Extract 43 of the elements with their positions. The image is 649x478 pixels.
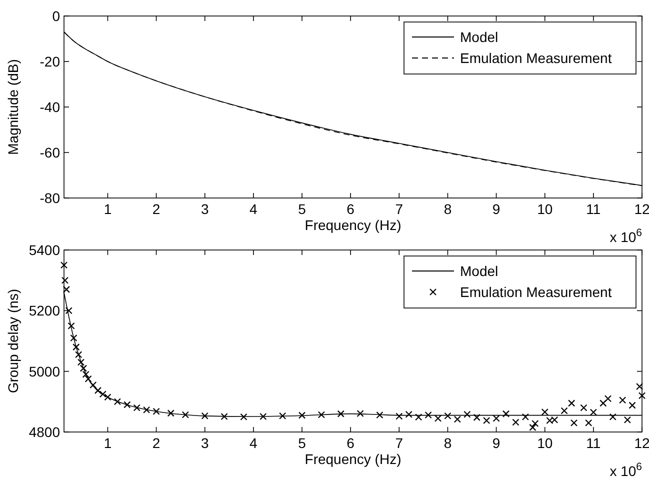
x-tick-label: 9 [492,435,500,451]
legend-label: Emulation Measurement [460,284,612,300]
x-tick-label: 7 [395,201,404,217]
x-tick-label: 8 [444,435,452,451]
x-tick-label: 1 [104,201,112,217]
x-tick-label: 3 [200,201,209,217]
legend-label: Emulation Measurement [460,50,612,66]
y-tick-label: 5400 [28,242,60,258]
y-tick-label: 0 [52,8,60,24]
x-tick-label: 12 [634,201,649,217]
x-tick-label: 11 [586,435,601,451]
x-tick-label: 2 [152,435,160,451]
y-tick-label: -20 [40,54,60,70]
x-axis-title: Frequency (Hz) [304,451,402,467]
y-axis-title: Magnitude (dB) [5,59,21,155]
y-tick-label: 4800 [28,424,60,440]
x-tick-label: 11 [586,201,601,217]
text: x 10$^{6}$ [610,227,642,245]
legend-label: Model [460,263,498,279]
legend-label: Model [460,29,498,45]
x-tick-label: 6 [346,435,355,451]
x-tick-label: 9 [492,201,500,217]
y-axis-title: Group delay (ns) [5,288,21,394]
x-axis-title: Frequency (Hz) [304,217,402,233]
y-tick-label: 5200 [28,302,60,319]
x-tick-label: 12 [634,435,649,451]
x-tick-label: 10 [537,201,553,217]
x-tick-label: 6 [346,201,355,217]
y-tick-label: 5000 [28,363,60,380]
x-tick-label: 4 [250,435,258,451]
x-tick-label: 10 [537,435,553,451]
text: x 10$^{6}$ [610,461,642,478]
y-tick-label: -40 [40,99,60,115]
y-tick-label: -60 [40,144,60,160]
x-tick-label: 5 [298,201,306,217]
x-tick-label: 3 [200,435,209,451]
x-tick-label: 5 [298,435,306,451]
x-tick-label: 8 [444,201,452,217]
x-tick-label: 4 [250,201,258,217]
x-tick-label: 7 [395,435,404,451]
x-tick-label: 1 [104,435,112,451]
y-tick-label: -80 [40,190,60,206]
x-tick-label: 2 [152,201,160,217]
